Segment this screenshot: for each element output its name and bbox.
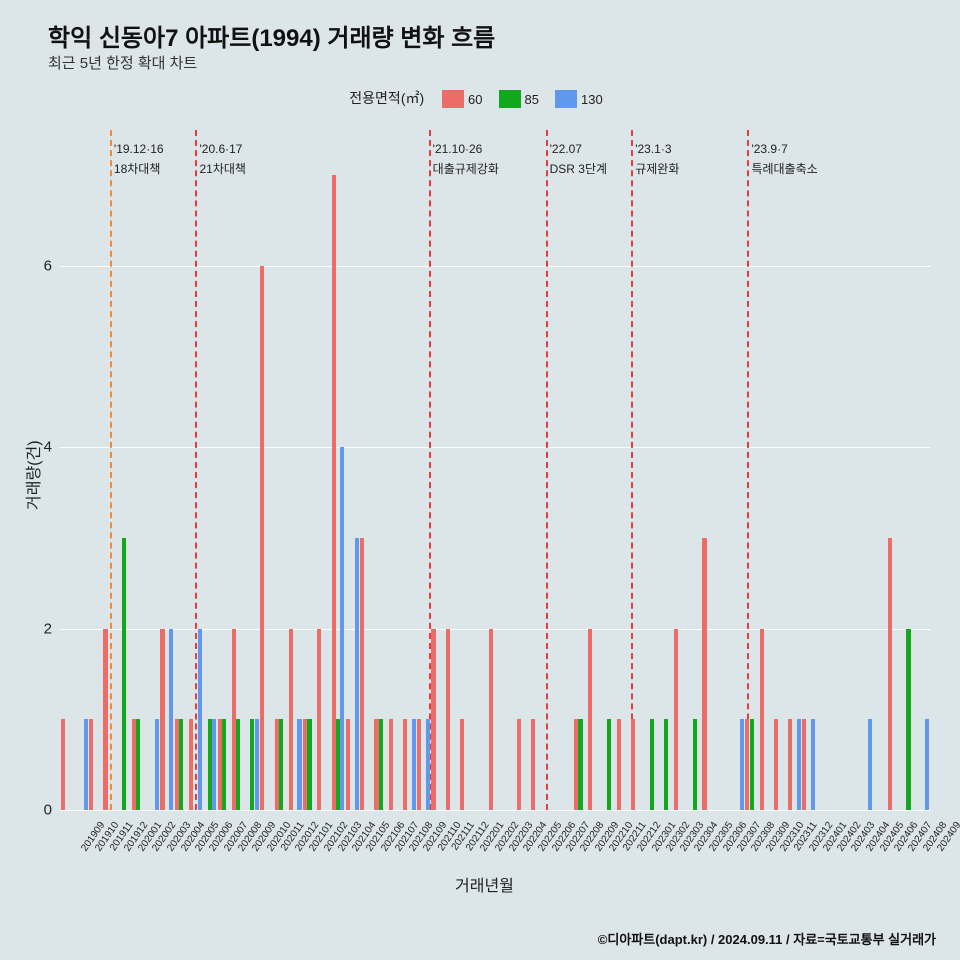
bar-60 bbox=[446, 629, 450, 810]
reference-label-bottom: 대출규제강화 bbox=[433, 160, 499, 177]
bar-60 bbox=[617, 719, 621, 810]
bar-130 bbox=[868, 719, 872, 810]
bar-60 bbox=[317, 629, 321, 810]
bar-130 bbox=[212, 719, 216, 810]
bar-85 bbox=[379, 719, 383, 810]
bar-60 bbox=[332, 175, 336, 810]
bar-130 bbox=[155, 719, 159, 810]
legend-text: 60 bbox=[468, 92, 482, 107]
reference-label-bottom: 18차대책 bbox=[114, 160, 160, 177]
reference-label-top: '21.10·26 bbox=[433, 142, 483, 156]
legend-label: 전용면적(㎡) bbox=[349, 90, 424, 106]
bar-60 bbox=[160, 629, 164, 810]
bar-60 bbox=[702, 538, 706, 810]
bar-130 bbox=[426, 719, 430, 810]
bar-60 bbox=[189, 719, 193, 810]
bar-130 bbox=[255, 719, 259, 810]
bar-85 bbox=[906, 629, 910, 810]
bar-85 bbox=[136, 719, 140, 810]
legend-item-130: 130 bbox=[555, 90, 603, 108]
chart-subtitle: 최근 5년 한정 확대 차트 bbox=[48, 52, 197, 73]
bar-60 bbox=[517, 719, 521, 810]
bar-85 bbox=[578, 719, 582, 810]
reference-label-bottom: 21차대책 bbox=[199, 160, 245, 177]
reference-label-top: '20.6·17 bbox=[199, 142, 242, 156]
bar-85 bbox=[664, 719, 668, 810]
bar-60 bbox=[631, 719, 635, 810]
legend-item-60: 60 bbox=[442, 90, 482, 108]
bar-60 bbox=[61, 719, 65, 810]
chart-title: 학익 신동아7 아파트(1994) 거래량 변화 흐름 bbox=[48, 18, 495, 53]
bar-85 bbox=[179, 719, 183, 810]
bar-130 bbox=[797, 719, 801, 810]
bar-60 bbox=[260, 266, 264, 810]
bar-85 bbox=[122, 538, 126, 810]
bar-130 bbox=[84, 719, 88, 810]
reference-label-top: '23.9·7 bbox=[751, 142, 787, 156]
bar-130 bbox=[925, 719, 929, 810]
legend-text: 85 bbox=[525, 92, 539, 107]
bar-60 bbox=[389, 719, 393, 810]
bar-60 bbox=[802, 719, 806, 810]
legend-item-85: 85 bbox=[499, 90, 539, 108]
reference-label-bottom: 규제완화 bbox=[635, 160, 679, 177]
legend-swatch bbox=[442, 90, 464, 108]
chart-container: 학익 신동아7 아파트(1994) 거래량 변화 흐름 최근 5년 한정 확대 … bbox=[0, 0, 960, 960]
bar-60 bbox=[431, 629, 435, 810]
y-tick-label: 2 bbox=[12, 620, 52, 637]
gridline bbox=[60, 810, 930, 811]
bar-130 bbox=[297, 719, 301, 810]
bar-60 bbox=[760, 629, 764, 810]
bar-130 bbox=[340, 447, 344, 810]
legend-text: 130 bbox=[581, 92, 603, 107]
bar-85 bbox=[222, 719, 226, 810]
bar-130 bbox=[811, 719, 815, 810]
bar-130 bbox=[412, 719, 416, 810]
bar-85 bbox=[307, 719, 311, 810]
bar-60 bbox=[89, 719, 93, 810]
legend-swatch bbox=[555, 90, 577, 108]
bar-130 bbox=[355, 538, 359, 810]
bar-60 bbox=[417, 719, 421, 810]
bar-85 bbox=[236, 719, 240, 810]
bar-60 bbox=[403, 719, 407, 810]
bar-130 bbox=[740, 719, 744, 810]
y-tick-label: 6 bbox=[12, 258, 52, 275]
plot-area: '19.12·16 18차대책 '20.6·17 21차대책 '21.10·26 대출규제… bbox=[60, 130, 930, 810]
bar-85 bbox=[750, 719, 754, 810]
bar-60 bbox=[360, 538, 364, 810]
reference-label-bottom: 특례대출축소 bbox=[751, 160, 817, 177]
bar-130 bbox=[169, 629, 173, 810]
legend: 전용면적(㎡) 60 85 130 bbox=[0, 88, 960, 108]
bar-60 bbox=[788, 719, 792, 810]
bar-60 bbox=[774, 719, 778, 810]
bar-85 bbox=[693, 719, 697, 810]
reference-label-top: '23.1·3 bbox=[635, 142, 671, 156]
bar-60 bbox=[489, 629, 493, 810]
bar-85 bbox=[607, 719, 611, 810]
bar-85 bbox=[279, 719, 283, 810]
bar-60 bbox=[460, 719, 464, 810]
bar-60 bbox=[346, 719, 350, 810]
bar-60 bbox=[531, 719, 535, 810]
y-axis-label: 거래량(건) bbox=[20, 440, 44, 510]
bar-60 bbox=[103, 629, 107, 810]
bar-130 bbox=[198, 629, 202, 810]
reference-label-top: '19.12·16 bbox=[114, 142, 164, 156]
x-axis-label: 거래년월 bbox=[455, 872, 514, 896]
bars-layer bbox=[60, 130, 930, 810]
reference-label-bottom: DSR 3단계 bbox=[550, 160, 607, 177]
bar-60 bbox=[289, 629, 293, 810]
reference-label-top: '22.07 bbox=[550, 142, 582, 156]
credit-text: ©디아파트(dapt.kr) / 2024.09.11 / 자료=국토교통부 실… bbox=[598, 929, 936, 948]
y-tick-label: 0 bbox=[12, 802, 52, 819]
bar-60 bbox=[588, 629, 592, 810]
legend-swatch bbox=[499, 90, 521, 108]
bar-60 bbox=[674, 629, 678, 810]
bar-85 bbox=[650, 719, 654, 810]
bar-60 bbox=[888, 538, 892, 810]
